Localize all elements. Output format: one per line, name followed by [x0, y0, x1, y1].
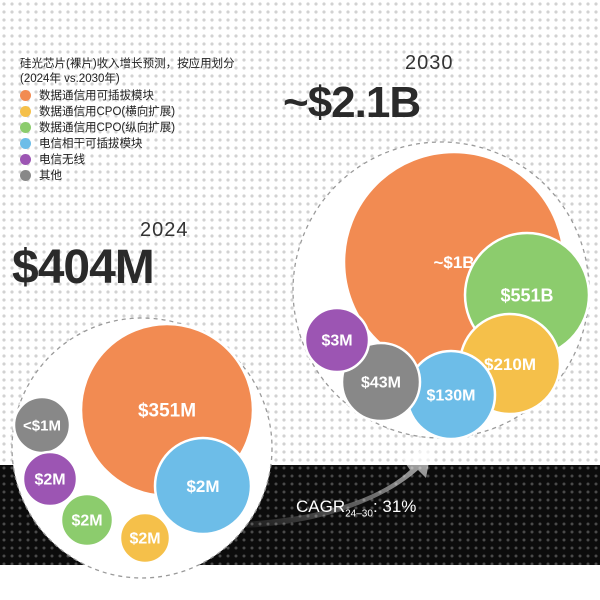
bubble-label-2024-0: $351M: [138, 401, 196, 422]
legend-swatch: [20, 153, 31, 165]
bubble-label-2030-1: $551B: [500, 285, 553, 305]
bubble-2030-5: [303, 306, 371, 374]
bubble-label-2024-4: $2M: [71, 513, 102, 530]
legend: 硅光芯片(裸片)收入增长预测，按应用划分 (2024年 vs.2030年) 数据…: [20, 57, 280, 183]
legend-item: 数据通信用CPO(纵向扩展): [20, 119, 280, 135]
legend-swatch: [20, 169, 31, 181]
bubble-2024-1: [153, 436, 253, 536]
cagr-value: : 31%: [372, 497, 417, 516]
year-2030-label: 2030: [405, 52, 454, 74]
cagr-subscript: 24–30: [345, 508, 373, 520]
bubble-label-2030-5: $3M: [321, 333, 352, 350]
bubble-label-2030-3: $130M: [427, 388, 476, 405]
bubble-2024-4: [59, 492, 115, 548]
bubble-label-2030-4: $43M: [361, 375, 401, 392]
total-2024: $404M: [12, 241, 155, 294]
bubble-label-2024-2: <$1M: [23, 417, 61, 434]
legend-item: 其他: [20, 167, 280, 183]
cagr-text: CAGR: [296, 497, 346, 516]
legend-title-line1: 硅光芯片(裸片)收入增长预测，按应用划分: [20, 58, 235, 70]
legend-label: 数据通信用可插拔模块: [39, 90, 154, 102]
legend-swatch: [20, 137, 31, 149]
year-2024-label: 2024: [140, 219, 189, 241]
legend-item: 电信无线: [20, 151, 280, 167]
total-2030: ~$2.1B: [283, 78, 421, 127]
legend-item: 数据通信用可插拔模块: [20, 87, 280, 103]
bubble-2024-3: [21, 450, 79, 508]
bubble-label-2030-0: ~$1B: [433, 253, 474, 272]
bubble-label-2024-3: $2M: [34, 472, 65, 489]
bubble-layer: $351M $2M <$1M $2M $2M $2M ~$1B $551B $210M $130M…: [12, 150, 591, 565]
cagr-label: CAGR24–30: 31%: [296, 497, 416, 519]
bubble-label-2030-2: $210M: [484, 355, 536, 374]
legend-swatch: [20, 121, 31, 133]
bubble-2024-5: [118, 511, 172, 565]
bubble-label-2024-1: $2M: [186, 477, 219, 496]
legend-item: 数据通信用CPO(横向扩展): [20, 103, 280, 119]
bubble-2030-4: [340, 341, 422, 423]
legend-label: 其他: [39, 170, 62, 182]
legend-item: 电信相干可插拔模块: [20, 135, 280, 151]
bubble-label-2024-5: $2M: [129, 531, 160, 548]
legend-swatch: [20, 105, 31, 117]
legend-label: 数据通信用CPO(横向扩展): [39, 106, 176, 118]
growth-arrow: [242, 446, 432, 528]
legend-label: 数据通信用CPO(纵向扩展): [39, 122, 176, 134]
legend-title-line2: (2024年 vs.2030年): [20, 73, 120, 85]
legend-label: 电信无线: [39, 154, 85, 166]
legend-label: 电信相干可插拔模块: [39, 138, 143, 150]
legend-swatch: [20, 89, 31, 101]
